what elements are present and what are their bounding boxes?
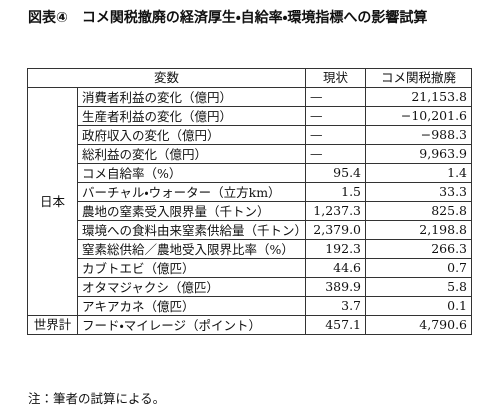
table-row: カブトエビ（億匹） 44.6 0.7 [28, 258, 473, 278]
variable-cell: 窒素総供給／農地受入限界比率（%） [76, 239, 307, 259]
header-cell: コメ関税撤廃 [365, 68, 473, 88]
variable-cell: バーチャル・ウォーター（立方km） [76, 182, 307, 202]
variable-cell: 政府収入の変化（億円） [76, 125, 307, 145]
value-cell: 1.4 [365, 163, 473, 183]
variable-cell: 総利益の変化（億円） [76, 144, 307, 164]
table-row: 窒素総供給／農地受入限界比率（%） 192.3 266.3 [28, 239, 473, 259]
value-cell: 192.3 [305, 239, 367, 259]
value-cell: — [305, 106, 367, 126]
variable-cell: コメ自給率（%） [76, 163, 307, 183]
table: 変数 現状 コメ関税撤廃 日本 消費者利益の変化（億円） —21,153.8 生産者利益の… [26, 68, 473, 335]
value-cell: 2,198.8 [365, 220, 473, 240]
value-cell: 1.5 [305, 182, 367, 202]
variable-cell: 消費者利益の変化（億円） [76, 87, 307, 107]
table-row: 日本 消費者利益の変化（億円） —21,153.8 [27, 87, 473, 316]
value-cell: 457.1 [305, 315, 367, 335]
value-cell: 5.8 [365, 277, 473, 297]
value-cell: −988.3 [365, 125, 473, 145]
value-cell: 2,379.0 [305, 220, 367, 240]
table-row: 世界計 フード・マイレージ（ポイント） 457.1 4,790.6 [27, 315, 473, 335]
variable-cell: フード・マイレージ（ポイント） [76, 315, 307, 335]
value-cell: — [305, 87, 367, 107]
group-cell: 世界計 [27, 315, 78, 335]
table-row: コメ自給率（%） 95.4 1.4 [28, 163, 473, 183]
table-row: 生産者利益の変化（億円） — −10,201.6 [28, 106, 473, 126]
value-cell: 9,963.9 [365, 144, 473, 164]
value-cell: 44.6 [305, 258, 367, 278]
variable-cell: 生産者利益の変化（億円） [76, 106, 307, 126]
table-row: 環境への食料由来窒素供給量（千トン） 2,379.0 2,198.8 [28, 220, 473, 240]
value-cell: 389.9 [305, 277, 367, 297]
variable-cell: 環境への食料由来窒素供給量（千トン） [76, 220, 307, 240]
value-cell: 266.3 [365, 239, 473, 259]
value-cell: 0.7 [365, 258, 473, 278]
table-row: オタマジャクシ（億匹） 389.9 5.8 [28, 277, 473, 297]
value-cell: 4,790.6 [365, 315, 473, 335]
value-cell: 1,237.3 [305, 201, 367, 221]
value-cell: 95.4 [305, 163, 367, 183]
table-row: アキアカネ（億匹） 3.7 0.1 [28, 296, 473, 316]
variable-cell: カブトエビ（億匹） [76, 258, 307, 278]
value-cell: 825.8 [365, 201, 473, 221]
table-body: 日本 消費者利益の変化（億円） —21,153.8 生産者利益の変化（億円） — −10,… [27, 87, 473, 335]
table-row: 農地の窒素受入限界量（千トン） 1,237.3 825.8 [28, 201, 473, 221]
header-row: 変数 現状 コメ関税撤廃 [26, 68, 473, 88]
header-cell: 現状 [305, 68, 367, 88]
table-row: 政府収入の変化（億円） — −988.3 [28, 125, 473, 145]
header-cell: 変数 [26, 68, 307, 88]
title: 図表④ コメ関税撤廃の経済厚生・自給率・環境指標への影響試算 [28, 10, 428, 26]
value-cell: 0.1 [365, 296, 473, 316]
variable-cell: アキアカネ（億匹） [76, 296, 307, 316]
table-row: 総利益の変化（億円） —9,963.9 [28, 144, 473, 164]
value-cell: 3.7 [305, 296, 367, 316]
table-row: バーチャル・ウォーター（立方km） 1.5 33.3 [28, 182, 473, 202]
value-cell: −10,201.6 [365, 106, 473, 126]
value-cell: — [305, 125, 367, 145]
value-cell: 21,153.8 [365, 87, 473, 107]
value-cell: — [305, 144, 367, 164]
group-cell: 日本 [27, 87, 78, 316]
note: 注：筆者の試算による。 [28, 391, 166, 406]
value-cell: 33.3 [365, 182, 473, 202]
variable-cell: オタマジャクシ（億匹） [76, 277, 307, 297]
variable-cell: 農地の窒素受入限界量（千トン） [76, 201, 307, 221]
